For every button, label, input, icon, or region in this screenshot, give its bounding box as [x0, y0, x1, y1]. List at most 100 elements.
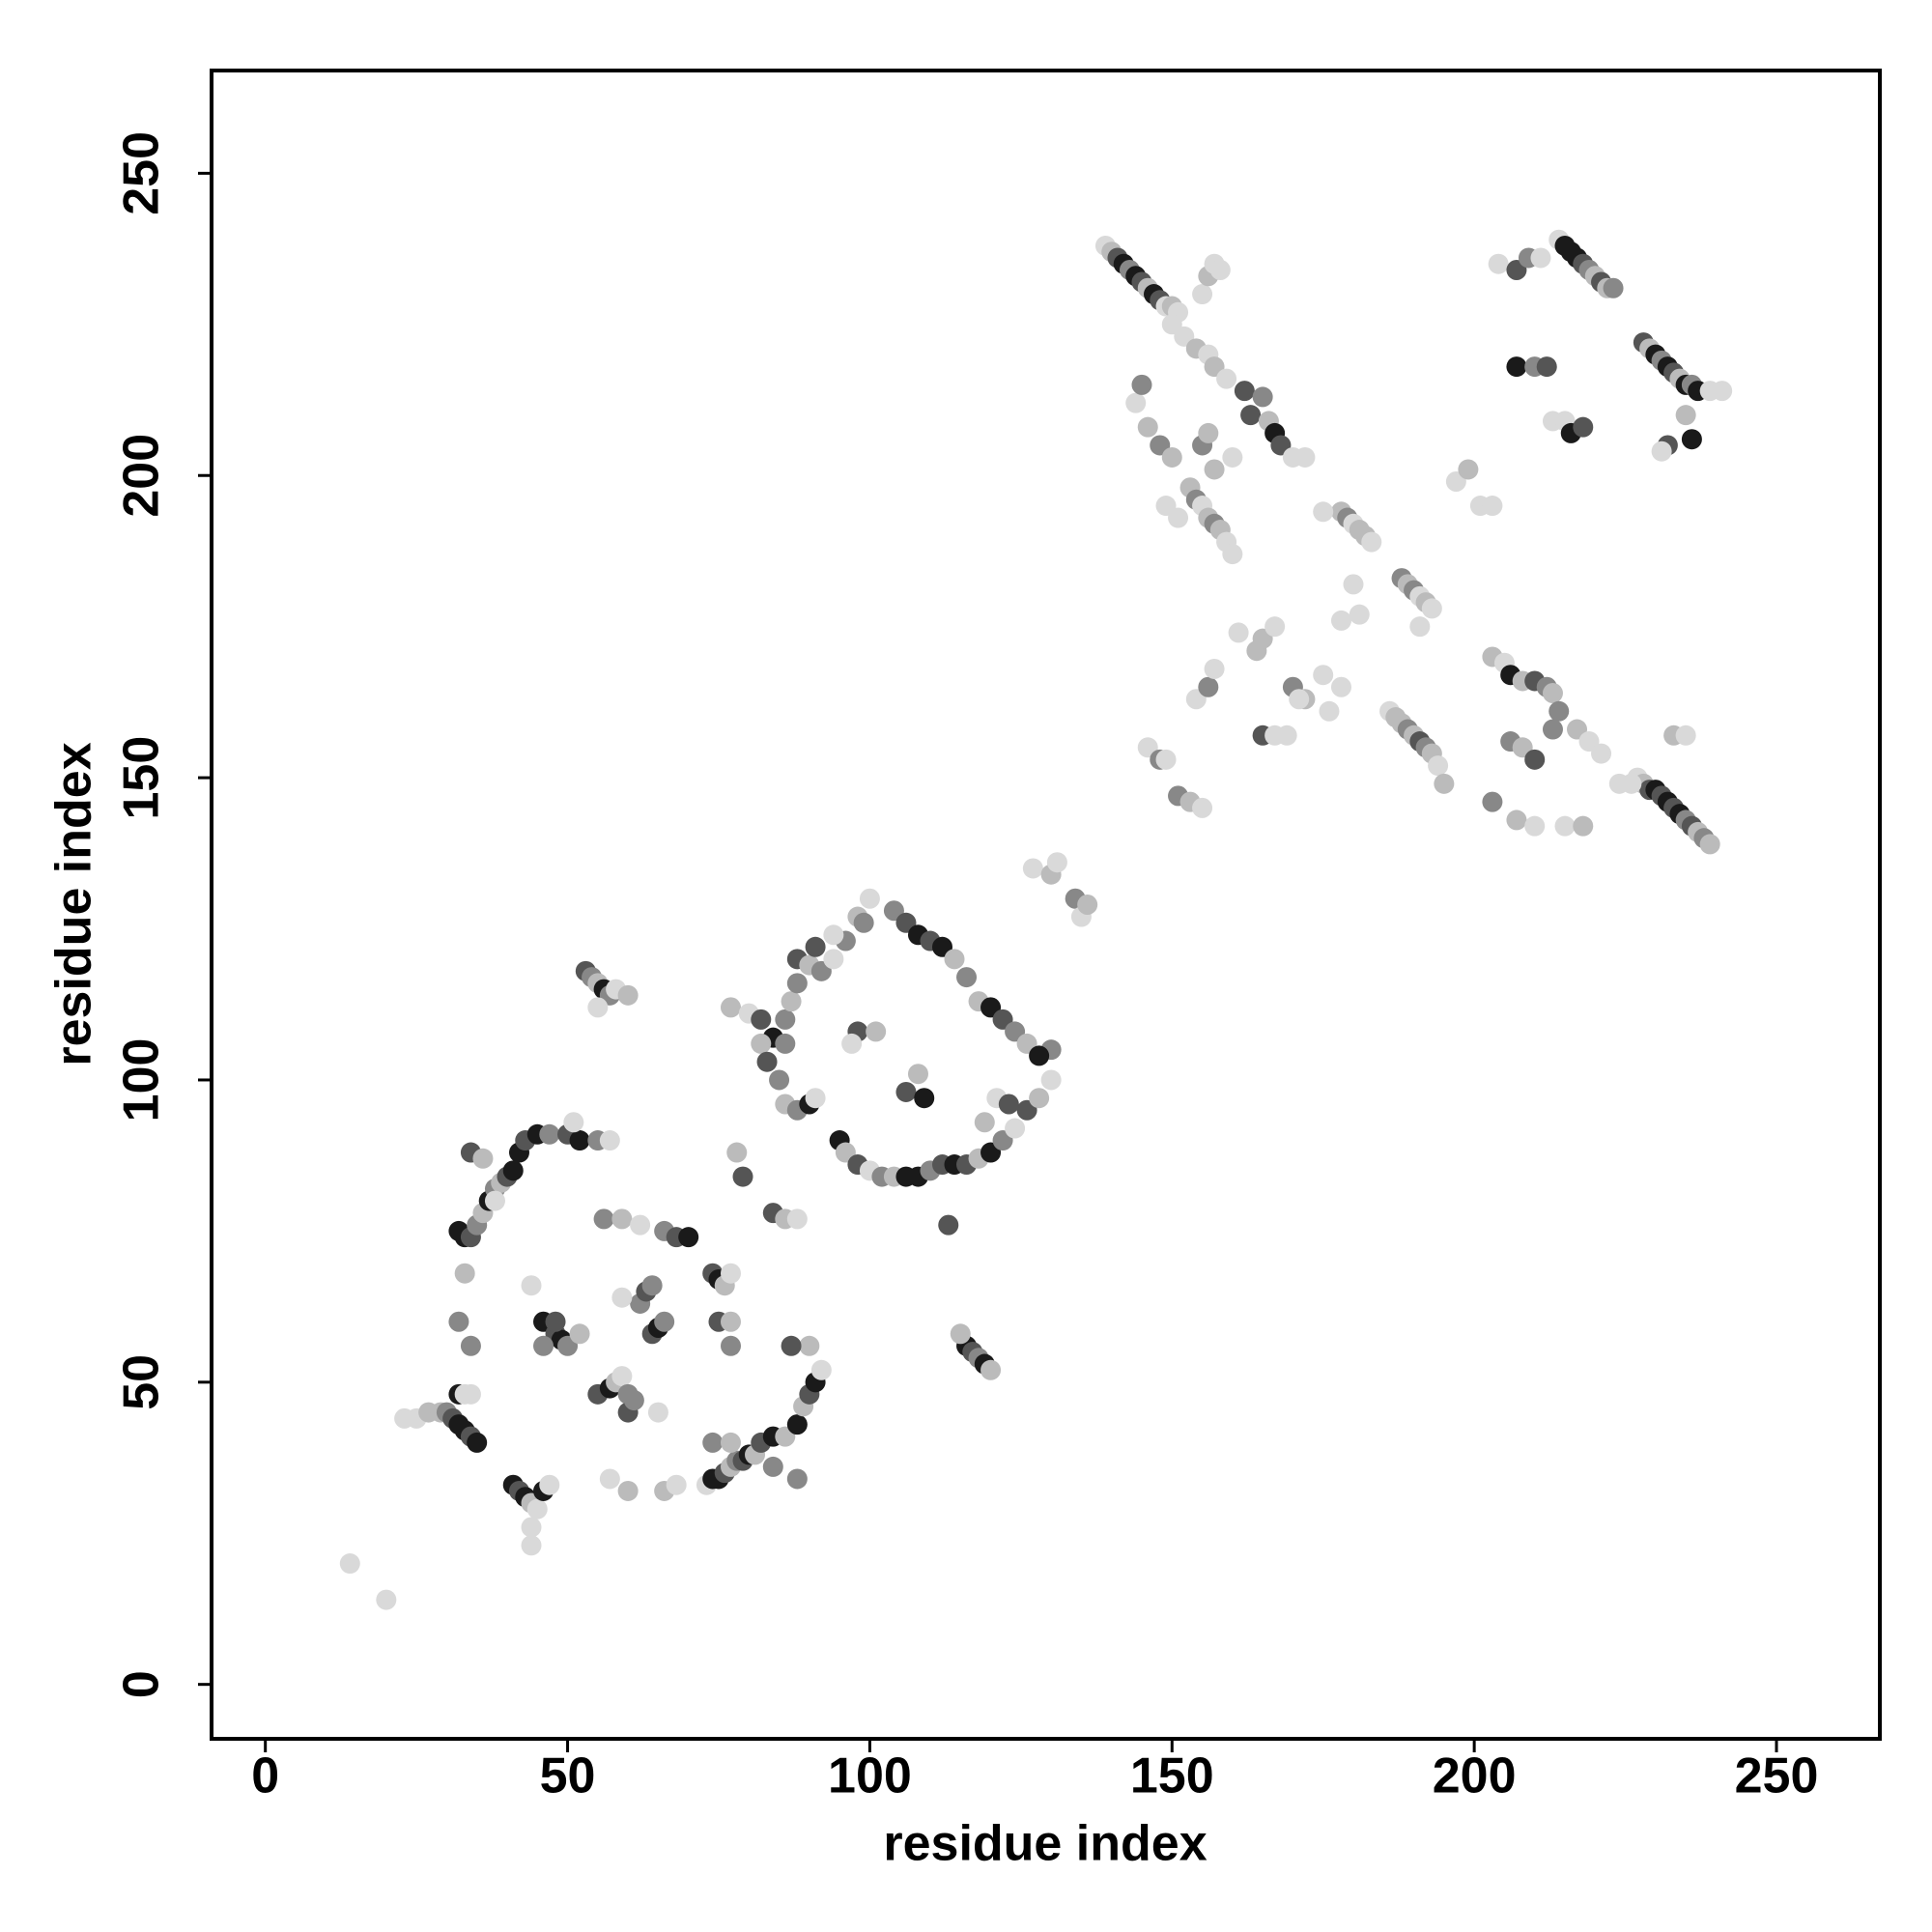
point [980, 1359, 1002, 1380]
point [786, 1208, 808, 1230]
point [521, 1517, 542, 1538]
point [448, 1311, 469, 1332]
point [823, 924, 844, 946]
point [1192, 797, 1213, 818]
point [1428, 755, 1449, 777]
point [1548, 700, 1570, 722]
point [1294, 446, 1316, 468]
y-axis-label: residue index [46, 742, 102, 1065]
point [1434, 773, 1455, 794]
point [805, 1088, 826, 1109]
point [539, 1123, 560, 1145]
point [781, 991, 802, 1012]
point [944, 949, 965, 970]
point [1198, 676, 1219, 697]
point [1276, 724, 1297, 746]
point [998, 1094, 1019, 1115]
point [593, 1208, 614, 1230]
point [617, 1480, 639, 1501]
y-tick-label: 0 [114, 1670, 170, 1698]
point [1458, 459, 1479, 480]
point [1651, 440, 1672, 462]
point [781, 1335, 802, 1356]
point [1506, 810, 1527, 831]
point [1573, 815, 1594, 837]
point [460, 1335, 481, 1356]
point [339, 1553, 360, 1575]
point [1699, 834, 1720, 855]
x-tick-label: 250 [1735, 1748, 1819, 1804]
point [454, 1383, 475, 1405]
point [1125, 392, 1147, 413]
point [376, 1589, 397, 1610]
point [641, 1275, 663, 1296]
point [611, 1208, 633, 1230]
point [938, 1214, 959, 1236]
point [1313, 665, 1334, 686]
point [623, 1390, 644, 1411]
point [563, 1112, 584, 1133]
point [654, 1311, 675, 1332]
point [1681, 429, 1702, 450]
point [1040, 1069, 1062, 1091]
x-tick-label: 100 [828, 1748, 912, 1804]
point [907, 1064, 928, 1085]
point [841, 1033, 863, 1054]
point [1482, 791, 1503, 812]
point [1198, 422, 1219, 443]
point [1204, 459, 1225, 480]
point [762, 1456, 783, 1477]
point [853, 912, 874, 933]
point [1542, 719, 1563, 740]
point [1155, 749, 1177, 770]
point [502, 1160, 524, 1181]
point [1161, 446, 1182, 468]
point [1421, 598, 1442, 619]
point [1240, 405, 1262, 426]
point [751, 1033, 772, 1054]
point [702, 1432, 724, 1453]
point [1029, 1088, 1050, 1109]
point [1264, 616, 1286, 638]
point [533, 1335, 554, 1356]
point [1343, 574, 1364, 595]
point [454, 1263, 475, 1284]
point [1409, 616, 1431, 638]
point [1554, 815, 1576, 837]
point [1330, 610, 1351, 631]
point [1137, 416, 1158, 438]
point [1349, 604, 1370, 625]
point [1192, 284, 1213, 305]
point [467, 1432, 488, 1453]
point [720, 1311, 741, 1332]
point [599, 1130, 620, 1151]
point [786, 1468, 808, 1490]
point [484, 1190, 505, 1211]
point [786, 973, 808, 994]
point [1222, 544, 1243, 565]
point [1319, 700, 1340, 722]
point [732, 1166, 753, 1187]
point [720, 1335, 741, 1356]
point [810, 1359, 832, 1380]
point [799, 1335, 820, 1356]
point [1209, 259, 1231, 280]
point [1506, 356, 1527, 378]
y-tick-label: 50 [114, 1354, 170, 1410]
point [1330, 676, 1351, 697]
point [1482, 496, 1503, 517]
point [587, 997, 609, 1018]
point [1216, 368, 1237, 389]
point [1005, 1118, 1026, 1139]
point [1131, 374, 1152, 395]
point [805, 936, 826, 957]
point [1603, 277, 1624, 298]
point [599, 1468, 620, 1490]
point [1488, 253, 1509, 274]
point [720, 1263, 741, 1284]
y-tick-label: 100 [114, 1038, 170, 1122]
point [1234, 381, 1255, 402]
point [521, 1275, 542, 1296]
point [1168, 507, 1189, 528]
